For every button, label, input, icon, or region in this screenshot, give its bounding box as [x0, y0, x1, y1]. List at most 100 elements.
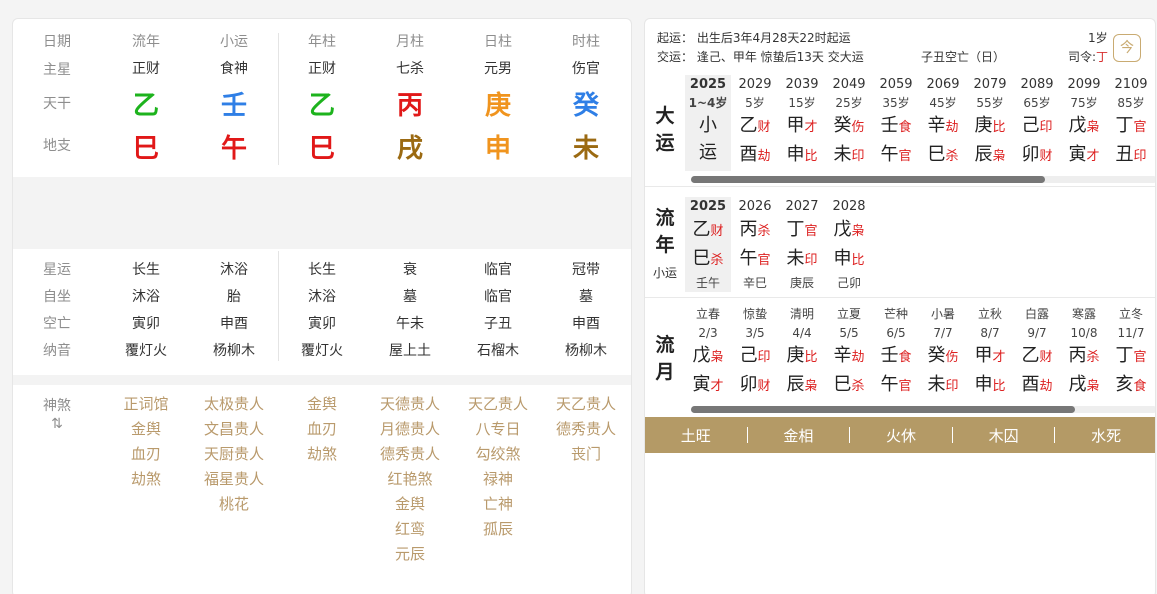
liuyue-title: 流 月	[655, 334, 675, 383]
dayun-zhi: 丑印	[1115, 144, 1147, 165]
liuyue-column[interactable]: 寒露 10/8 丙杀 戌枭	[1061, 305, 1107, 401]
shensha-item[interactable]: 元辰	[394, 545, 425, 563]
column-divider	[278, 251, 279, 361]
shensha-item[interactable]: 天厨贵人	[203, 445, 264, 463]
shensha-item[interactable]: 禄神	[482, 470, 513, 488]
shensha-item[interactable]: 红鸾	[394, 520, 425, 538]
liuyue-gan: 癸伤	[927, 345, 959, 366]
dayun-column[interactable]: 2089 65岁 己印 卯财	[1014, 75, 1060, 171]
shensha-item[interactable]: 红艳煞	[387, 470, 433, 488]
liuyue-column[interactable]: 立秋 8/7 甲才 申比	[967, 305, 1013, 401]
dayun-column[interactable]: 2049 25岁 癸伤 未印	[826, 75, 872, 171]
liuyue-column[interactable]: 立冬 11/7 丁官 亥食	[1108, 305, 1154, 401]
dayun-title: 大 运	[655, 105, 675, 154]
dayun-column[interactable]: 2025 1~4岁小运	[685, 75, 731, 171]
calendar-today-icon[interactable]: 今	[1113, 34, 1141, 62]
liuyue-column[interactable]: 惊蛰 3/5 己印 卯财	[732, 305, 778, 401]
shensha-item[interactable]: 德秀贵人	[379, 445, 440, 463]
zhuxing-value: 七杀	[396, 61, 424, 77]
shensha-item[interactable]: 德秀贵人	[555, 420, 616, 438]
dizhi-char: 未	[572, 134, 599, 164]
liuyue-scrollbar[interactable]	[691, 406, 1075, 413]
dayun-year: 2029	[738, 77, 772, 92]
tiangan-char: 丙	[396, 91, 423, 121]
expand-toggle-icon[interactable]: ⇅	[51, 416, 63, 432]
liunian-column[interactable]: 2025 乙财 巳杀 壬午	[685, 197, 731, 292]
liunian-column[interactable]: 2028 戊枭 申比 己卯	[826, 197, 872, 292]
kongwang-value: 申酉	[220, 316, 248, 332]
liuyue-gan: 辛劫	[833, 345, 865, 366]
shensha-item[interactable]: 八专日	[475, 420, 521, 438]
shensha-item[interactable]: 劫煞	[306, 445, 337, 463]
zhuxing-value: 正财	[132, 61, 160, 77]
dizhi-char: 申	[484, 134, 511, 164]
dayun-zhi: 未印	[833, 144, 865, 165]
liuyue-column[interactable]: 清明 4/4 庚比 辰枭	[779, 305, 825, 401]
shensha-item[interactable]: 月德贵人	[379, 420, 440, 438]
dayun-zhi: 寅才	[1068, 144, 1100, 165]
dayun-year: 2109	[1114, 77, 1148, 92]
kongwang-value: 寅卯	[308, 316, 336, 332]
liuyue-date: 9/7	[1027, 326, 1047, 340]
shensha-item[interactable]: 天乙贵人	[467, 395, 528, 413]
liunian-column[interactable]: 2027 丁官 未印 庚辰	[779, 197, 825, 292]
shensha-item[interactable]: 天乙贵人	[555, 395, 616, 413]
shensha-item[interactable]: 桃花	[218, 495, 249, 513]
shensha-item[interactable]: 金舆	[394, 495, 425, 513]
shensha-item[interactable]: 文昌贵人	[203, 420, 264, 438]
liuyue-zhi: 未印	[927, 374, 959, 395]
dayun-column[interactable]: 2079 55岁 庚比 辰枭	[967, 75, 1013, 171]
zizuo-value: 墓	[403, 289, 417, 305]
wuxing-strength-bar: 土旺 金相 火休 木囚 水死	[645, 417, 1155, 453]
liunian-xiaoyun: 庚辰	[789, 276, 814, 290]
liuyue-date: 5/5	[839, 326, 859, 340]
liunian-zhi: 未印	[786, 248, 818, 269]
dayun-column[interactable]: 2099 75岁 戊枭 寅才	[1061, 75, 1107, 171]
dayun-gan: 辛劫	[927, 115, 959, 136]
dayun-column[interactable]: 2109 85岁 丁官 丑印	[1108, 75, 1154, 171]
liuyue-jieqi: 惊蛰	[742, 307, 767, 321]
shensha-item[interactable]: 正词馆	[123, 395, 169, 413]
zizuo-value: 沐浴	[308, 289, 336, 305]
dayun-column[interactable]: 2069 45岁 辛劫 巳杀	[920, 75, 966, 171]
dayun-column[interactable]: 2039 15岁 甲才 申比	[779, 75, 825, 171]
liunian-xiaoyun-label: 小运	[652, 266, 677, 280]
liunian-title: 流 年	[655, 207, 675, 256]
liuyue-zhi: 寅才	[692, 374, 724, 395]
shensha-item[interactable]: 勾绞煞	[475, 445, 521, 463]
tiangan-char: 壬	[220, 91, 247, 121]
shensha-item[interactable]: 天德贵人	[379, 395, 440, 413]
liuyue-column[interactable]: 芒种 6/5 壬食 午官	[873, 305, 919, 401]
liuyue-column[interactable]: 立夏 5/5 辛劫 巳杀	[826, 305, 872, 401]
dayun-gan: 庚比	[974, 115, 1006, 136]
zhuxing-value: 食神	[220, 61, 248, 77]
shensha-item[interactable]: 孤辰	[482, 520, 513, 538]
row-label-zizuo: 自坐	[43, 289, 71, 305]
zhuxing-value: 元男	[484, 61, 512, 77]
liuyue-jieqi: 立夏	[836, 307, 861, 321]
shensha-item[interactable]: 丧门	[570, 445, 601, 463]
shensha-item[interactable]: 亡神	[482, 495, 513, 513]
nayin-value: 杨柳木	[213, 343, 255, 359]
liunian-column[interactable]: 2026 丙杀 午官 辛巳	[732, 197, 778, 292]
nayin-value: 石榴木	[477, 343, 519, 359]
liuyue-zhi: 酉劫	[1021, 374, 1053, 395]
xingyun-value: 衰	[403, 262, 417, 278]
shensha-item[interactable]: 劫煞	[130, 470, 161, 488]
dayun-scrollbar[interactable]	[691, 176, 1045, 183]
shensha-item[interactable]: 血刃	[130, 445, 161, 463]
liuyue-column[interactable]: 白露 9/7 乙财 酉劫	[1014, 305, 1060, 401]
shensha-item[interactable]: 金舆	[130, 420, 161, 438]
shensha-item[interactable]: 太极贵人	[203, 395, 264, 413]
shensha-item[interactable]: 血刃	[306, 420, 337, 438]
liuyue-column[interactable]: 立春 2/3 戊枭 寅才	[685, 305, 731, 401]
shensha-item[interactable]: 福星贵人	[203, 470, 264, 488]
liuyue-column[interactable]: 小暑 7/7 癸伤 未印	[920, 305, 966, 401]
dayun-column[interactable]: 2059 35岁 壬食 午官	[873, 75, 919, 171]
dayun-zhi: 辰枭	[974, 144, 1006, 165]
zizuo-value: 临官	[484, 289, 512, 305]
liunian-year: 2026	[738, 199, 772, 214]
liuyue-date: 4/4	[792, 326, 812, 340]
shensha-item[interactable]: 金舆	[306, 395, 337, 413]
dayun-column[interactable]: 2029 5岁 乙财 酉劫	[732, 75, 778, 171]
